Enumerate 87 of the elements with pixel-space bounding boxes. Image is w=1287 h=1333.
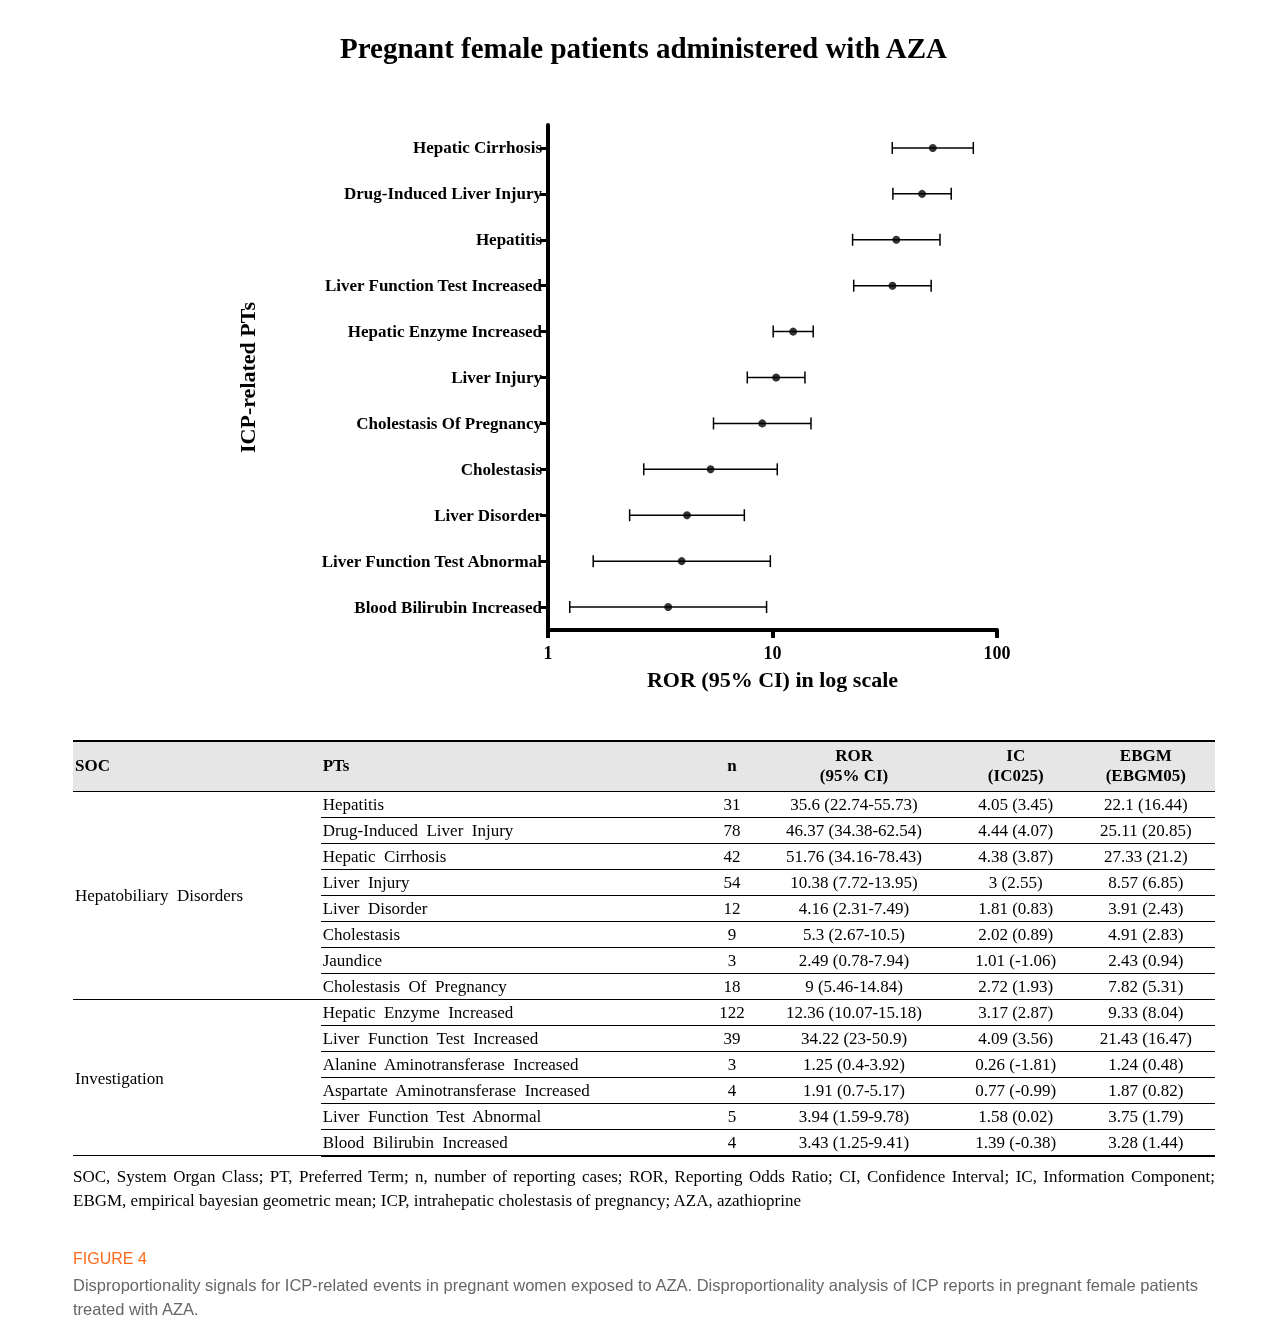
y-tick-label: Hepatitis [475,230,543,250]
text: 3.28 (1.44) [1108,1133,1184,1153]
x-tick-label: 10 [763,643,782,663]
text: 1.39 (-0.38) [975,1133,1057,1153]
text: 3.43 (1.25-9.41) [798,1133,910,1153]
text: 34.22 (23-50.9) [800,1029,908,1049]
text: 0.77 (-0.99) [975,1081,1057,1101]
caption: FIGURE 4 [73,1250,148,1269]
text: 3 [727,1055,737,1075]
text: 3 [727,951,737,971]
y-tick-label: Blood Bilirubin Increased [354,597,543,617]
text: 27.33 (21.2) [1104,847,1188,867]
category-label: IC (IC025) [954,741,1077,792]
text: 4.16 (2.31-7.49) [798,899,910,919]
text: 2.02 (0.89) [978,925,1054,945]
text: 4.44 (4.07) [978,821,1054,841]
text: 4 [727,1081,737,1101]
text: Aspartate Aminotransferase Increased [322,1081,590,1101]
text: Alanine Aminotransferase Increased [322,1055,579,1075]
text: 7.82 (5.31) [1108,977,1184,997]
text: 21.43 (16.47) [1099,1029,1192,1049]
text: 1.91 (0.7-5.17) [803,1081,906,1101]
text: 1.87 (0.82) [1108,1081,1184,1101]
category-label: EBGM (EBGM05) [1076,741,1215,792]
y-axis-title: ICP-related PTs [234,301,260,453]
y-tick-label: Hepatic Cirrhosis [413,138,543,158]
text: 1.81 (0.83) [978,899,1054,919]
text: 0.26 (-1.81) [975,1055,1057,1075]
category-label: n [710,741,754,792]
x-tick-label: 1 [543,643,553,663]
text: 3.75 (1.79) [1108,1107,1184,1127]
text: 18 [723,977,741,997]
text: 9 (5.46-14.84) [805,977,903,997]
y-tick-label: Cholestasis [460,459,543,479]
text: Investigation [75,1068,164,1088]
text: 22.1 (16.44) [1104,795,1188,815]
y-tick-label: Hepatic Enzyme Increased [347,322,543,342]
text: 25.11 (20.85) [1100,821,1192,841]
category-label: ROR (95% CI) [753,741,955,792]
text: 78 [723,821,741,841]
text: 3.94 (1.59-9.78) [798,1107,910,1127]
text: Jaundice [322,951,383,971]
text: 1.25 (0.4-3.92) [803,1055,906,1075]
chart-title: Pregnant female patients administered with AZA [339,31,948,64]
text: 122 [719,1003,745,1023]
text: 3.91 (2.43) [1108,899,1184,919]
text: 8.57 (6.85) [1108,873,1184,893]
x-axis-title: ROR (95% CI) in log scale [646,666,899,692]
text: 54 [723,873,741,893]
text: 3.17 (2.87) [978,1003,1054,1023]
y-tick-label: Liver Function Test Abnormal [321,551,543,571]
text: 4.09 (3.56) [978,1029,1054,1049]
text: 2.43 (0.94) [1108,951,1184,971]
category-label: PTs [320,741,711,792]
text: 3 (2.55) [988,873,1043,893]
text: 10.38 (7.72-13.95) [790,873,918,893]
text: 12.36 (10.07-15.18) [786,1003,923,1023]
y-tick-label: Cholestasis Of Pregnancy [356,413,543,433]
text: 12 [723,899,741,919]
text: 2.49 (0.78-7.94) [798,951,910,971]
text: SOC, System Organ Class; PT, Preferred Term; n, number of reporting cases; ROR, Reporting Odds Ratio; CI, Confidence Interval; IC, Information Component; EBGM, empirical bayesian geometric mean; ICP, intrahepatic cholestasis of pregnancy; AZA, azathioprine [73,1165,1215,1212]
text: 1.01 (-1.06) [975,951,1057,971]
text: Hepatobiliary Disorders [75,886,244,906]
y-tick-label: Liver Function Test Increased [324,276,543,296]
text: 31 [723,795,741,815]
text: 35.6 (22.74-55.73) [790,795,918,815]
text: 1.58 (0.02) [978,1107,1054,1127]
text: 5 [727,1107,737,1127]
text: Disproportionality signals for ICP-related events in pregnant women exposed to AZA. Disproportionality analysis of ICP reports in pregnant female patients treated with AZA. [73,1275,1200,1321]
text: 9 [727,925,737,945]
category-label: SOC [73,741,321,792]
text: 4.05 (3.45) [978,795,1054,815]
text: 9.33 (8.04) [1108,1003,1184,1023]
y-tick-label: Liver Disorder [434,505,543,525]
y-tick-label: Liver Injury [451,368,543,387]
text: 4.91 (2.83) [1108,925,1184,945]
text: 4 [727,1133,737,1153]
text: 42 [723,847,741,867]
y-tick-label: Drug-Induced Liver Injury [343,184,543,204]
text: 51.76 (34.16-78.43) [786,847,923,867]
x-tick-label: 100 [983,643,1011,663]
text: 39 [723,1029,741,1049]
text: 4.38 (3.87) [978,847,1054,867]
text: 2.72 (1.93) [978,977,1054,997]
text: 1.24 (0.48) [1108,1055,1184,1075]
text: 46.37 (34.38-62.54) [786,821,923,841]
text: 5.3 (2.67-10.5) [803,925,906,945]
